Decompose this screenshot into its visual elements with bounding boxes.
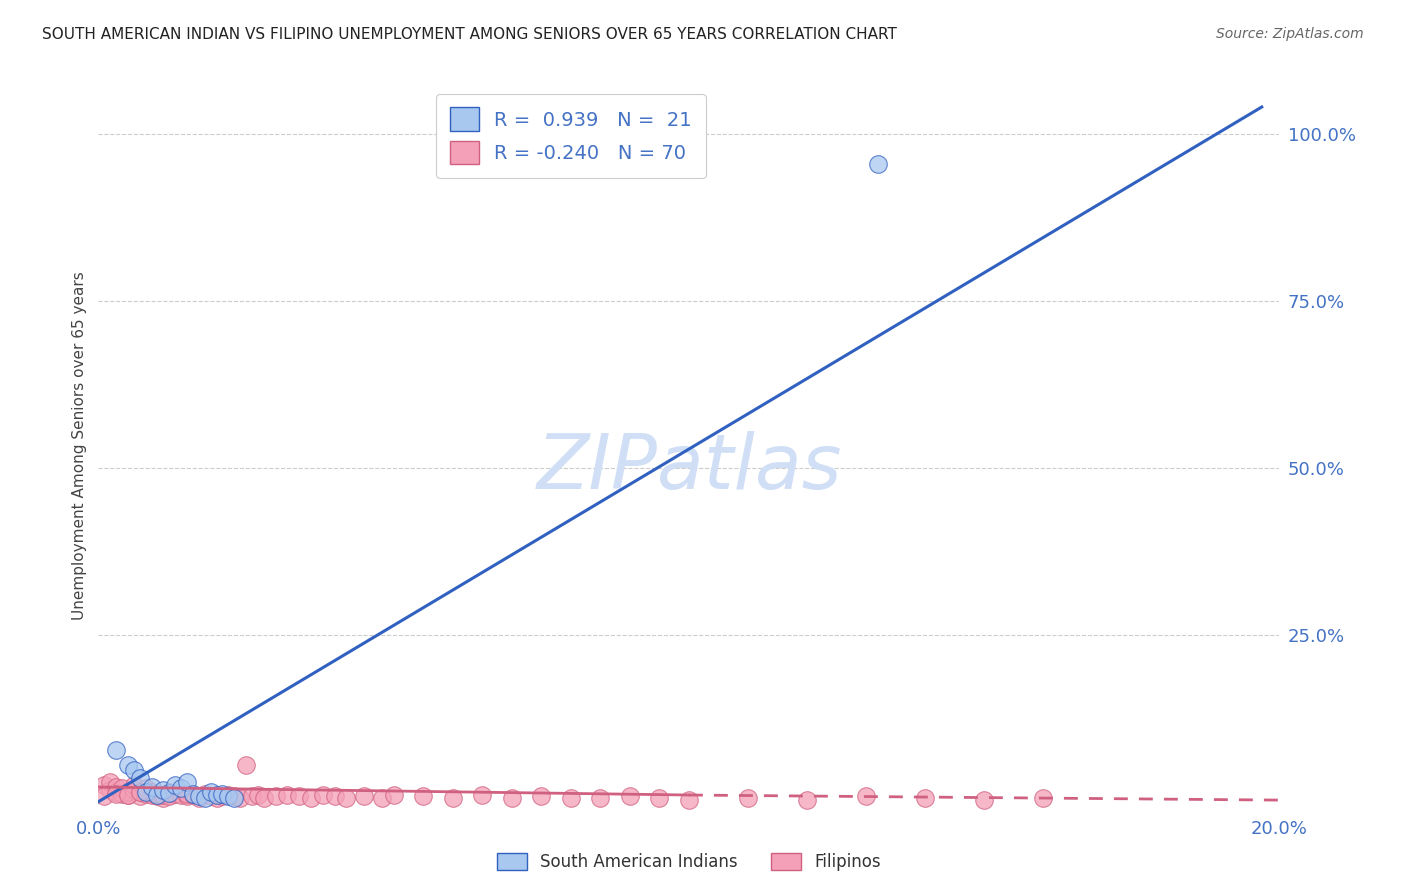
Point (98, 774, 121, 789)
Point (170, 788, 193, 802)
Point (194, 790, 217, 805)
Point (176, 787, 198, 801)
Point (1032, 791, 1054, 805)
Point (128, 789, 150, 804)
Point (117, 785, 139, 799)
Point (323, 789, 346, 804)
Point (157, 789, 180, 804)
Point (93, 789, 115, 804)
Point (353, 789, 375, 804)
Point (170, 781, 193, 796)
Point (117, 788, 139, 802)
Point (187, 789, 209, 804)
Point (152, 790, 174, 805)
Point (276, 788, 298, 802)
Text: SOUTH AMERICAN INDIAN VS FILIPINO UNEMPLOYMENT AMONG SENIORS OVER 65 YEARS CORRE: SOUTH AMERICAN INDIAN VS FILIPINO UNEMPL… (42, 27, 897, 42)
Point (194, 787, 217, 801)
Point (105, 785, 128, 799)
Point (141, 785, 163, 799)
Legend: R =  0.939   N =  21, R = -0.240   N = 70: R = 0.939 N = 21, R = -0.240 N = 70 (436, 94, 706, 178)
Point (141, 780, 163, 794)
Point (128, 785, 150, 799)
Point (98, 782, 121, 797)
Point (200, 789, 222, 804)
Point (152, 782, 174, 797)
Point (240, 789, 263, 804)
Point (181, 788, 204, 802)
Point (122, 782, 145, 797)
Point (122, 778, 145, 792)
Point (211, 789, 233, 804)
Legend: South American Indians, Filipinos: South American Indians, Filipinos (488, 845, 890, 880)
Point (105, 780, 128, 794)
Point (501, 791, 523, 805)
Point (229, 790, 252, 805)
Point (648, 790, 671, 805)
Y-axis label: Unemployment Among Seniors over 65 years: Unemployment Among Seniors over 65 years (72, 272, 87, 620)
Point (253, 790, 276, 805)
Point (973, 793, 995, 807)
Point (264, 789, 287, 804)
Point (371, 790, 394, 805)
Point (224, 789, 246, 804)
Point (141, 788, 163, 802)
Point (560, 790, 582, 805)
Point (111, 787, 134, 801)
Point (211, 787, 233, 801)
Point (335, 790, 357, 805)
Point (181, 787, 204, 801)
Point (312, 788, 335, 802)
Point (589, 791, 612, 805)
Text: Source: ZipAtlas.com: Source: ZipAtlas.com (1216, 27, 1364, 41)
Point (205, 791, 228, 805)
Point (152, 788, 174, 802)
Point (135, 781, 157, 796)
Point (441, 790, 464, 805)
Point (187, 790, 209, 805)
Point (135, 785, 157, 799)
Point (246, 788, 269, 802)
Point (111, 781, 134, 796)
Point (176, 774, 198, 789)
Point (619, 789, 641, 804)
Point (176, 789, 198, 804)
Point (105, 787, 128, 801)
Point (796, 793, 818, 807)
Point (146, 787, 169, 801)
Point (855, 789, 877, 804)
Point (235, 758, 257, 772)
Point (105, 742, 128, 756)
Point (471, 788, 494, 802)
Point (117, 788, 139, 802)
Text: ZIPatlas: ZIPatlas (536, 431, 842, 505)
Point (914, 791, 936, 805)
Point (200, 785, 222, 799)
Point (678, 793, 700, 807)
Point (157, 785, 180, 799)
Point (737, 791, 759, 805)
Point (530, 789, 553, 804)
Point (382, 788, 405, 802)
Point (288, 789, 311, 804)
Point (165, 787, 187, 801)
Point (146, 788, 169, 802)
Point (224, 791, 246, 805)
Point (93, 778, 115, 792)
Point (299, 790, 322, 805)
Point (217, 789, 239, 804)
Point (217, 788, 239, 802)
Point (412, 789, 434, 804)
Point (165, 778, 187, 792)
Point (122, 763, 145, 777)
Point (157, 786, 180, 800)
Point (205, 788, 228, 802)
Point (146, 789, 169, 804)
Point (128, 785, 150, 799)
Point (128, 772, 150, 786)
Point (117, 758, 139, 772)
Point (866, 157, 889, 171)
Point (135, 787, 157, 801)
